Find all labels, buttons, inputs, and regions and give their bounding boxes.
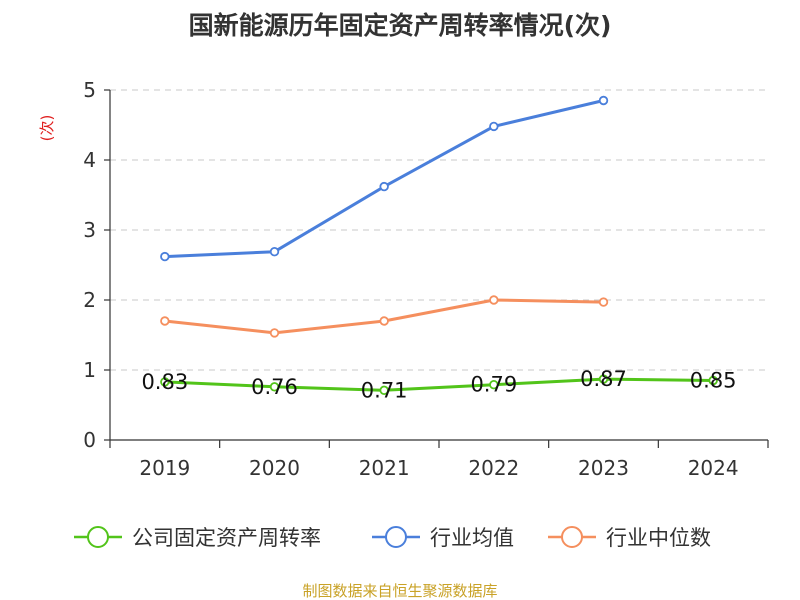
x-tick-label: 2021 [359, 456, 410, 480]
axes: 0 1 2 3 4 5 2019 2020 2021 2022 2023 2024 [83, 78, 769, 480]
series-2 [160, 295, 609, 338]
series [160, 95, 718, 395]
data-point[interactable] [598, 95, 609, 106]
data-label: 0.83 [141, 370, 188, 394]
data-label: 0.87 [580, 367, 627, 391]
x-tick-label: 2019 [139, 456, 190, 480]
x-tick-label: 2023 [578, 456, 629, 480]
x-tick-label: 2022 [468, 456, 519, 480]
series-1 [160, 95, 609, 262]
legend-marker [385, 526, 407, 548]
y-tick-label: 4 [83, 148, 96, 172]
data-labels: 0.83 0.76 0.71 0.79 0.87 0.85 [141, 367, 736, 402]
data-point[interactable] [379, 385, 389, 395]
y-tick-label: 5 [83, 78, 96, 102]
grid [110, 89, 768, 371]
y-tick-label: 3 [83, 218, 96, 242]
legend-marker [561, 526, 583, 548]
legend[interactable]: 公司固定资产周转率 行业均值 行业中位数 [74, 526, 711, 550]
source-note: 制图数据来自恒生聚源数据库 [302, 582, 497, 600]
data-point[interactable] [489, 295, 499, 305]
data-label: 0.71 [361, 378, 408, 402]
data-point[interactable] [489, 380, 499, 390]
legend-marker [87, 526, 109, 548]
data-label: 0.79 [470, 373, 517, 397]
chart-title: 国新能源历年固定资产周转率情况(次) [189, 11, 612, 40]
series-line [164, 99, 604, 259]
data-point[interactable] [269, 246, 280, 257]
legend-label: 行业均值 [430, 526, 514, 550]
legend-label: 公司固定资产周转率 [132, 526, 321, 550]
data-point[interactable] [160, 377, 170, 387]
y-tick-label: 1 [83, 358, 96, 382]
x-tick-label: 2020 [249, 456, 300, 480]
data-point[interactable] [598, 297, 609, 307]
legend-label: 行业中位数 [606, 526, 711, 550]
data-label: 0.85 [690, 369, 737, 393]
data-point[interactable] [708, 375, 718, 386]
data-label: 0.76 [251, 375, 298, 399]
series-0 [160, 374, 718, 395]
data-point[interactable] [379, 316, 389, 326]
data-point[interactable] [160, 316, 170, 326]
data-point[interactable] [379, 181, 389, 192]
data-point[interactable] [269, 328, 280, 338]
legend-item[interactable]: 公司固定资产周转率 [74, 526, 321, 550]
data-point[interactable] [269, 382, 280, 392]
x-tick-label: 2024 [688, 456, 739, 480]
y-tick-label: 2 [83, 288, 96, 312]
y-tick-label: 0 [83, 428, 96, 452]
legend-item[interactable]: 行业中位数 [548, 526, 711, 550]
series-line [164, 377, 714, 392]
legend-item[interactable]: 行业均值 [372, 526, 514, 550]
data-point[interactable] [160, 251, 170, 262]
data-point[interactable] [489, 121, 499, 132]
y-axis-label: (次) [38, 115, 56, 142]
data-point[interactable] [598, 374, 609, 384]
